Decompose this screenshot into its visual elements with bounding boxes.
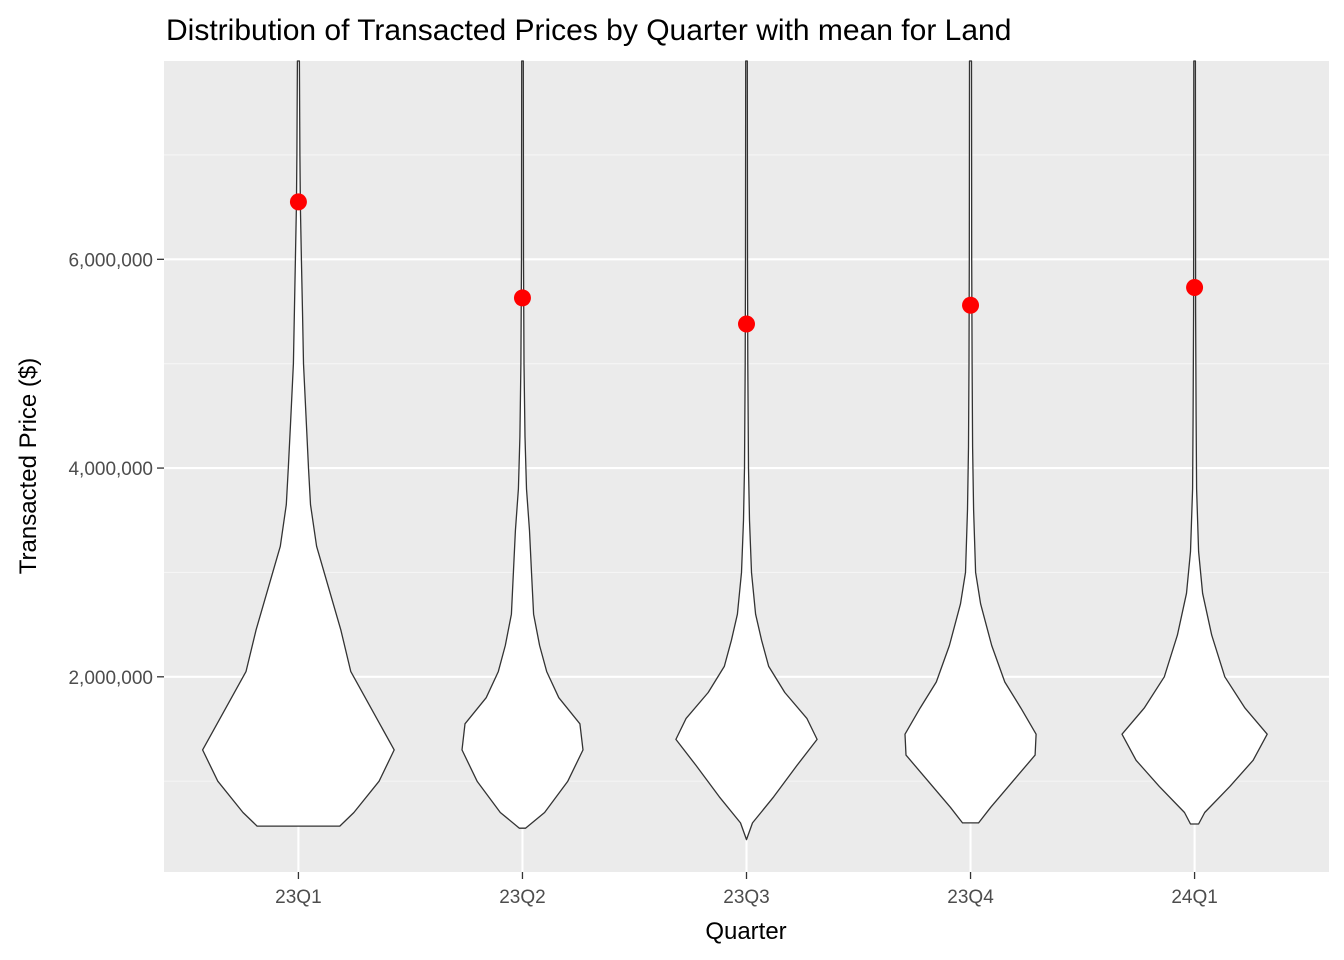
mean-point-23Q1 (289, 193, 307, 211)
y-tick-label: 4,000,000 (68, 459, 153, 480)
x-tick-label: 23Q2 (499, 887, 545, 908)
y-tick-label: 2,000,000 (68, 668, 153, 689)
y-axis: 2,000,000 4,000,000 6,000,000 (68, 250, 164, 689)
x-tick-label: 24Q1 (1171, 887, 1217, 908)
violin-24Q1 (1121, 60, 1268, 825)
mean-point-24Q1 (1186, 278, 1204, 296)
x-tick-label: 23Q4 (947, 887, 994, 908)
x-axis: 23Q1 23Q2 23Q3 23Q4 24Q1 (275, 872, 1218, 908)
mean-point-23Q3 (738, 315, 755, 333)
mean-point-23Q4 (962, 296, 980, 314)
x-axis-title: Quarter (705, 918, 786, 945)
y-tick-label: 6,000,000 (68, 250, 153, 271)
violin-23Q3 (675, 60, 818, 841)
chart-title: Distribution of Transacted Prices by Qua… (166, 14, 1011, 47)
violin-23Q1 (201, 60, 395, 827)
x-tick-label: 23Q3 (723, 887, 769, 908)
x-tick-label: 23Q1 (275, 887, 321, 908)
mean-points (289, 193, 1204, 333)
violin-23Q2 (461, 60, 584, 829)
mean-point-23Q2 (513, 289, 531, 307)
violins (201, 60, 1268, 841)
y-axis-title: Transacted Price ($) (15, 358, 42, 575)
violin-23Q4 (904, 60, 1037, 824)
